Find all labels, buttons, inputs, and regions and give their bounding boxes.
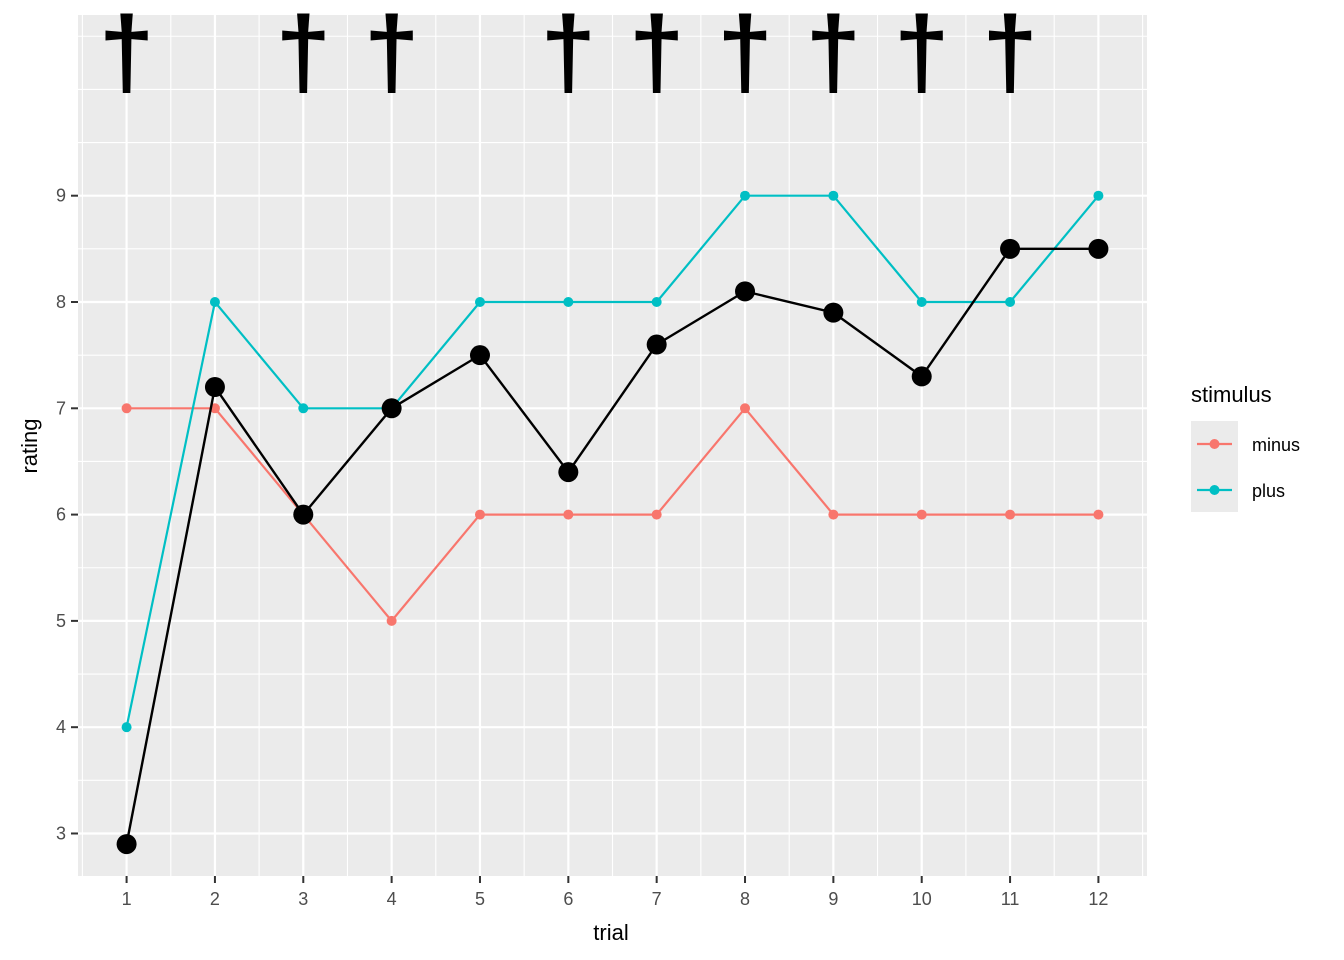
mean-point bbox=[469, 345, 490, 366]
y-tick-label: 7 bbox=[56, 398, 66, 418]
dagger-annotation: † bbox=[894, 0, 950, 108]
dagger-annotation: † bbox=[629, 0, 685, 108]
dagger-annotation: † bbox=[982, 0, 1038, 108]
series-point-minus bbox=[1093, 509, 1104, 520]
series-point-plus bbox=[209, 297, 220, 307]
x-tick-label: 3 bbox=[298, 889, 308, 909]
y-axis-title: rating bbox=[17, 418, 42, 473]
y-axis: 3 4 5 6 7 8 9 bbox=[56, 186, 78, 843]
series-point-minus bbox=[121, 403, 132, 414]
x-tick-label: 11 bbox=[1001, 889, 1020, 909]
y-tick-label: 5 bbox=[56, 611, 66, 631]
series-point-minus bbox=[1005, 509, 1016, 520]
mean-point bbox=[1000, 238, 1021, 259]
mean-layer bbox=[116, 238, 1109, 855]
series-line-minus bbox=[126, 406, 1099, 623]
series-point-plus bbox=[1093, 190, 1104, 201]
dagger-annotation: † bbox=[275, 0, 331, 108]
legend-title: stimulus bbox=[1191, 382, 1272, 407]
series-line-plus bbox=[125, 194, 1100, 728]
legend-label-plus: plus bbox=[1252, 481, 1285, 501]
series-point-plus bbox=[121, 722, 132, 733]
x-tick-label: 4 bbox=[387, 889, 397, 909]
series-point-minus bbox=[474, 509, 485, 520]
series-point-minus bbox=[916, 509, 927, 520]
series-point-minus bbox=[828, 509, 839, 520]
legend-key-background bbox=[1191, 421, 1238, 512]
series-point-minus bbox=[386, 615, 397, 626]
legend: stimulus minus plus bbox=[1191, 382, 1300, 512]
mean-point bbox=[735, 281, 756, 302]
dagger-annotation: † bbox=[717, 0, 773, 108]
minor-gridlines bbox=[78, 15, 1147, 876]
series-point-minus bbox=[740, 403, 751, 414]
x-axis: 1 2 3 4 5 6 7 8 9 10 11 12 bbox=[122, 876, 1108, 909]
x-tick-label: 7 bbox=[652, 889, 662, 909]
mean-point bbox=[293, 504, 314, 525]
dagger-annotation: † bbox=[806, 0, 862, 108]
dagger-annotation: † bbox=[364, 0, 420, 108]
series-point-plus bbox=[474, 297, 485, 307]
series-layer bbox=[121, 190, 1104, 733]
series-point-plus bbox=[916, 297, 927, 307]
dagger-annotation: † bbox=[99, 0, 155, 108]
annotation-layer: † † † † † † † † † bbox=[99, 0, 1038, 108]
series-point-plus bbox=[1005, 297, 1016, 307]
x-tick-label: 10 bbox=[912, 889, 932, 909]
legend-label-minus: minus bbox=[1252, 435, 1300, 455]
series-point-minus bbox=[563, 509, 574, 520]
mean-point bbox=[646, 334, 667, 355]
x-tick-label: 6 bbox=[563, 889, 573, 909]
x-axis-title: trial bbox=[593, 920, 628, 945]
y-tick-label: 4 bbox=[56, 717, 66, 737]
x-tick-label: 2 bbox=[210, 889, 220, 909]
legend-key-point-minus bbox=[1209, 439, 1220, 449]
legend-key-point-plus bbox=[1209, 485, 1220, 495]
mean-point bbox=[116, 834, 137, 855]
mean-point bbox=[823, 302, 844, 323]
mean-point bbox=[381, 398, 402, 419]
y-tick-label: 9 bbox=[56, 186, 66, 206]
series-point-plus bbox=[828, 190, 839, 201]
mean-line bbox=[125, 247, 1099, 845]
series-point-plus bbox=[740, 190, 751, 201]
y-tick-label: 8 bbox=[56, 292, 66, 312]
dagger-annotation: † bbox=[541, 0, 597, 108]
series-point-minus bbox=[651, 509, 662, 520]
series-point-plus bbox=[563, 297, 574, 307]
x-tick-label: 5 bbox=[475, 889, 485, 909]
x-tick-label: 9 bbox=[828, 889, 838, 909]
series-point-plus bbox=[651, 297, 662, 307]
series-point-plus bbox=[298, 403, 309, 414]
mean-point bbox=[204, 377, 225, 398]
x-tick-label: 12 bbox=[1088, 889, 1108, 909]
mean-point bbox=[1088, 238, 1109, 259]
x-tick-label: 1 bbox=[122, 889, 132, 909]
y-tick-label: 3 bbox=[56, 823, 66, 843]
x-tick-label: 8 bbox=[740, 889, 750, 909]
mean-point bbox=[911, 366, 932, 387]
mean-point bbox=[558, 462, 579, 483]
y-tick-label: 6 bbox=[56, 505, 66, 525]
